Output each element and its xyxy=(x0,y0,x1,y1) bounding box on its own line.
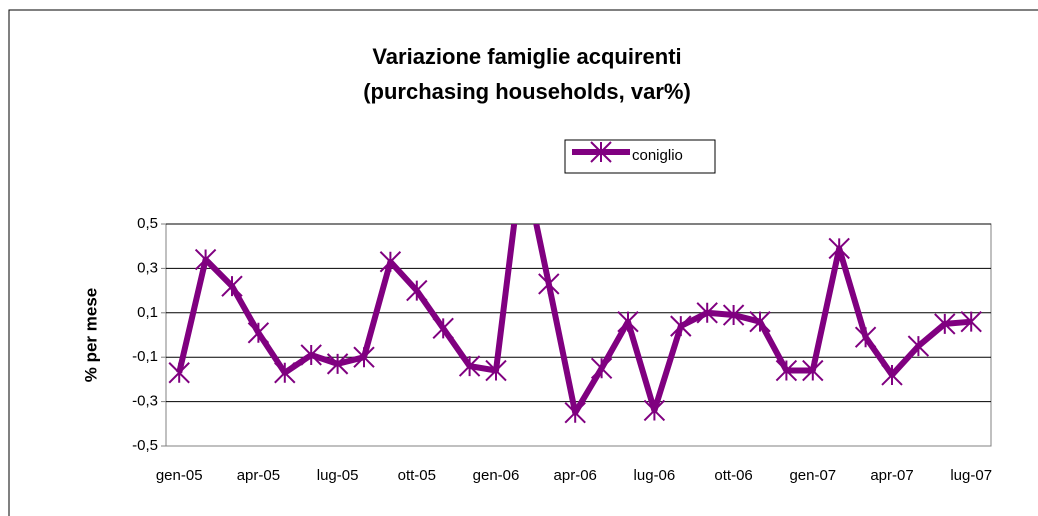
marker xyxy=(881,364,903,386)
legend-marker xyxy=(590,141,612,163)
marker xyxy=(749,310,771,333)
x-tick-label: lug-05 xyxy=(317,467,359,484)
x-tick-label: apr-06 xyxy=(554,467,597,484)
marker xyxy=(458,355,481,377)
x-tick-label: lug-07 xyxy=(950,467,992,484)
y-tick-label: 0,1 xyxy=(137,304,158,321)
marker xyxy=(432,317,454,340)
marker xyxy=(353,346,375,368)
marker xyxy=(300,344,322,366)
legend xyxy=(564,139,716,174)
y-tick-label: 0,5 xyxy=(137,215,158,232)
y-tick-label: -0,5 xyxy=(132,437,158,454)
marker xyxy=(828,237,850,260)
marker xyxy=(722,304,745,326)
marker xyxy=(326,353,349,375)
marker xyxy=(802,359,824,382)
marker xyxy=(168,362,190,384)
marker xyxy=(194,248,217,271)
marker xyxy=(590,357,613,380)
marker xyxy=(643,399,666,422)
marker xyxy=(907,335,930,357)
legend-label: coniglio xyxy=(632,147,683,164)
chart-title: (purchasing households, var%) xyxy=(363,79,691,104)
marker xyxy=(617,310,639,333)
marker xyxy=(854,326,877,348)
marker xyxy=(221,275,243,297)
marker xyxy=(696,302,718,324)
marker xyxy=(564,401,586,424)
x-tick-label: ott-06 xyxy=(714,467,752,484)
marker xyxy=(775,359,798,382)
x-tick-label: apr-07 xyxy=(870,467,913,484)
x-tick-label: ott-05 xyxy=(398,467,436,484)
x-tick-label: apr-05 xyxy=(237,467,280,484)
marker xyxy=(538,273,560,295)
marker xyxy=(485,359,507,382)
marker xyxy=(934,313,956,335)
x-tick-label: gen-05 xyxy=(156,467,203,484)
marker xyxy=(960,310,982,333)
x-tick-label: lug-06 xyxy=(634,467,676,484)
marker xyxy=(247,322,270,344)
chart-title: Variazione famiglie acquirenti xyxy=(372,44,681,69)
x-tick-label: gen-06 xyxy=(473,467,520,484)
x-tick-label: gen-07 xyxy=(789,467,836,484)
plot-content xyxy=(168,224,982,424)
marker xyxy=(670,315,692,337)
marker xyxy=(274,362,296,384)
y-tick-label: -0,1 xyxy=(132,348,158,365)
y-axis-label: % per mese xyxy=(81,288,100,383)
y-tick-label: -0,3 xyxy=(132,393,158,410)
marker xyxy=(379,251,402,273)
y-tick-label: 0,3 xyxy=(137,259,158,276)
marker xyxy=(406,279,428,302)
